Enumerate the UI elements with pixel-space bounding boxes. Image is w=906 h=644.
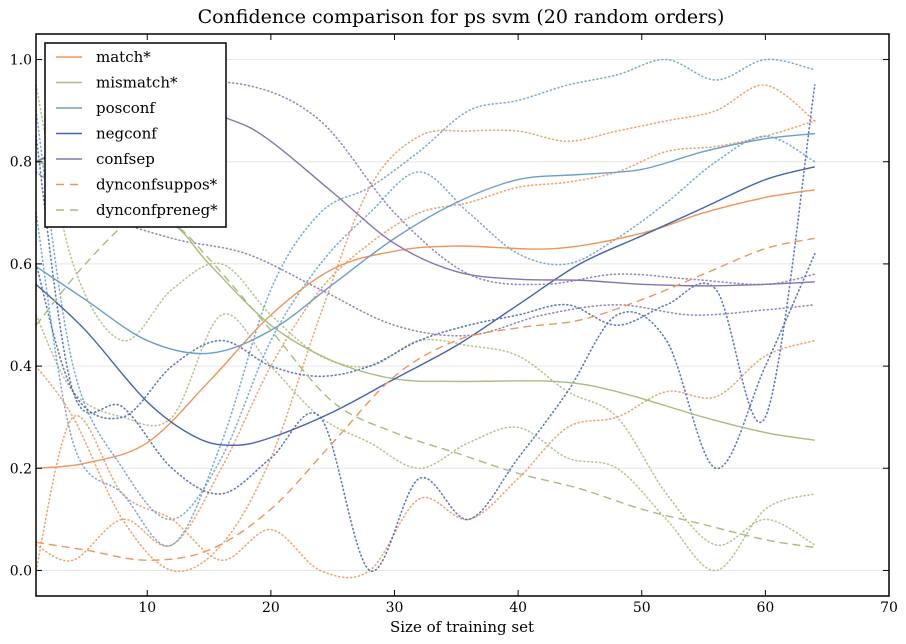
x-tick-label: 30 <box>386 600 404 616</box>
legend-label: posconf <box>96 99 156 117</box>
legend-box <box>44 42 227 228</box>
y-axis-ticks: 0.0 0.2 0.4 0.6 0.8 1.0 <box>10 53 889 579</box>
chart-title: Confidence comparison for ps svm (20 ran… <box>198 6 725 28</box>
x-tick-label: 40 <box>509 600 527 616</box>
x-tick-label: 20 <box>262 600 280 616</box>
series-line-dynconfsuppos <box>35 237 815 561</box>
dotted-trace-negconf-trace-a <box>35 135 816 572</box>
dotted-trace-mismatch-trace-a <box>35 84 816 546</box>
dotted-trace-confsep-trace-b <box>35 171 816 337</box>
legend-label: dynconfpreneg* <box>96 201 218 219</box>
dotted-trace-match-trace-b <box>35 120 816 562</box>
legend-label: confsep <box>96 150 155 168</box>
dotted-trace-match-trace-a <box>35 84 816 573</box>
x-tick-label: 60 <box>756 600 774 616</box>
dotted-trace-posconf-trace-b <box>35 109 816 521</box>
legend-label: match* <box>96 48 151 66</box>
legend: match* mismatch* posconf negconf confsep dync… <box>44 42 227 228</box>
dotted-trace-mismatch-trace-b <box>35 313 816 572</box>
y-tick-label: 0.8 <box>10 155 32 171</box>
legend-label: dynconfsuppos* <box>96 176 218 194</box>
series-lines <box>35 104 816 561</box>
series-line-posconf <box>35 132 815 355</box>
y-tick-label: 0.0 <box>10 563 32 579</box>
legend-label: negconf <box>96 125 158 143</box>
series-line-match <box>35 189 815 469</box>
y-tick-label: 0.2 <box>10 461 32 477</box>
plot-frame <box>35 33 890 597</box>
dotted-trace-posconf-trace-a <box>35 58 816 547</box>
dotted-trace-negconf-trace-b <box>35 84 816 423</box>
x-axis-ticks: 10 20 30 40 50 60 70 <box>138 34 898 616</box>
dotted-trace-match-trace-c <box>35 339 816 579</box>
x-tick-label: 50 <box>633 600 651 616</box>
series-line-negconf <box>35 166 816 446</box>
x-tick-label: 10 <box>138 600 156 616</box>
x-axis-label: Size of training set <box>390 618 534 636</box>
x-tick-label: 70 <box>880 600 898 616</box>
legend-label: mismatch* <box>96 74 178 92</box>
y-tick-label: 0.4 <box>10 359 32 375</box>
y-tick-label: 0.6 <box>10 257 32 273</box>
y-tick-label: 1.0 <box>10 53 32 69</box>
